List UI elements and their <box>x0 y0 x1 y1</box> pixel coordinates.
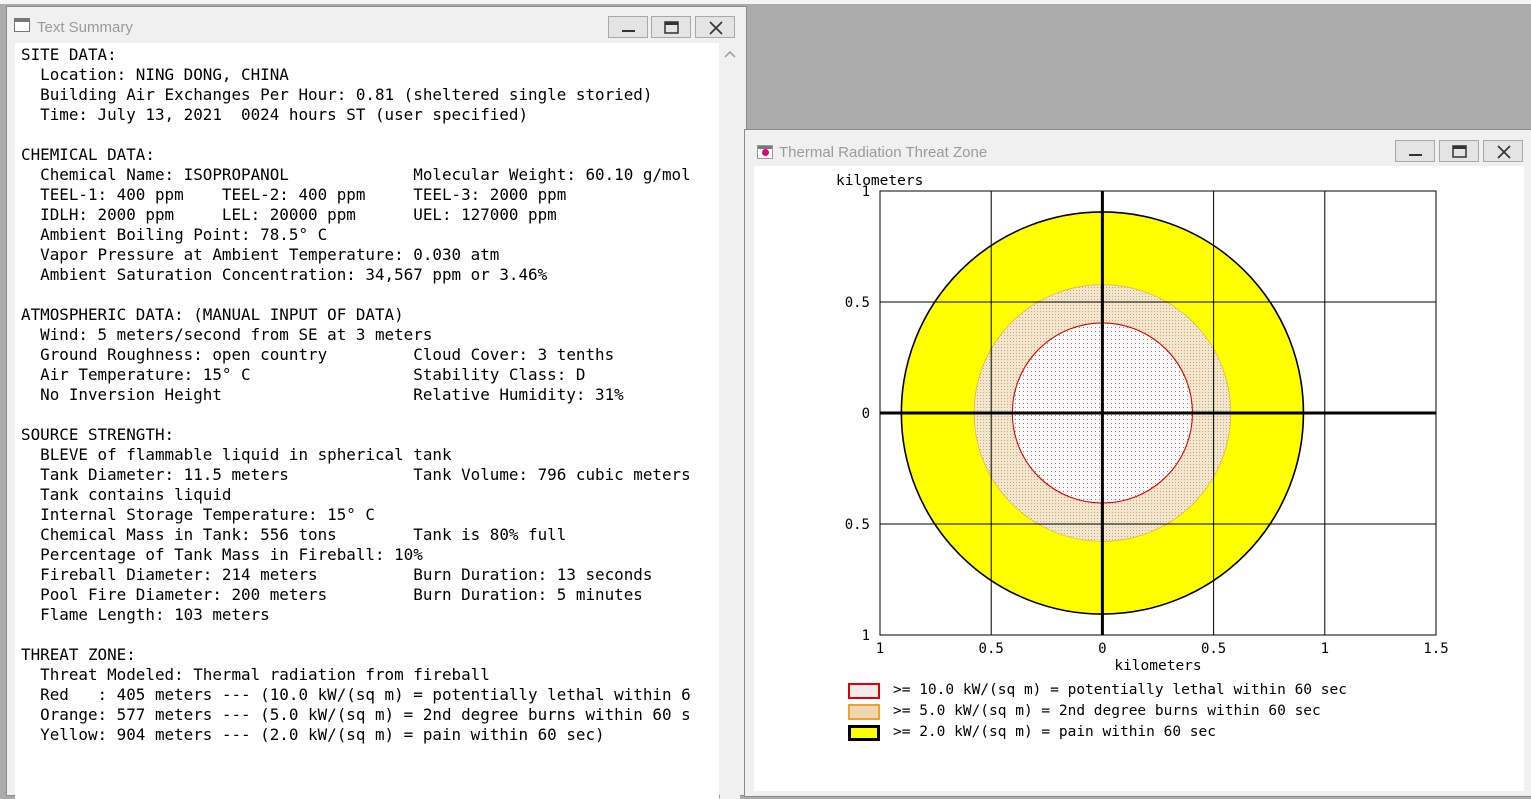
maximize-button[interactable] <box>1439 140 1479 162</box>
y-tick-label: 0.5 <box>845 295 870 311</box>
thermal-titlebar[interactable]: Thermal Radiation Threat Zone <box>745 130 1531 164</box>
minimize-button[interactable] <box>608 16 648 38</box>
threat-zone-plot-area: 1 0.5 0 0.5 1 1 0.5 0 0.5 1 1.5 kilometers kilometer… <box>754 166 1524 791</box>
x-tick-label: 1 <box>1321 641 1329 657</box>
close-button[interactable] <box>1483 140 1523 162</box>
x-axis-label: kilometers <box>1114 658 1201 674</box>
background-window-edge <box>0 0 1531 4</box>
scroll-up-arrow-icon[interactable] <box>724 49 736 59</box>
legend-item-red: >= 10.0 kW/(sq m) = potentially lethal w… <box>848 682 1448 702</box>
minimize-button[interactable] <box>1395 140 1435 162</box>
y-tick-label: 1 <box>862 628 870 644</box>
legend-swatch-yellow <box>848 725 880 741</box>
legend-item-orange: >= 5.0 kW/(sq m) = 2nd degree burns with… <box>848 703 1448 723</box>
minimize-icon <box>622 30 635 32</box>
y-axis-label: kilometers <box>836 173 923 189</box>
legend-item-yellow: >= 2.0 kW/(sq m) = pain within 60 sec <box>848 724 1448 744</box>
window-app-icon <box>757 145 773 159</box>
window-title: Text Summary <box>37 19 133 36</box>
y-tick-label: 1 <box>862 184 870 200</box>
maximize-icon <box>664 21 679 34</box>
text-summary-titlebar[interactable]: Text Summary <box>7 7 746 41</box>
maximize-icon <box>1452 145 1467 158</box>
legend-label-yellow: >= 2.0 kW/(sq m) = pain within 60 sec <box>893 724 1217 740</box>
minimize-icon <box>1409 154 1422 156</box>
summary-text: SITE DATA: Location: NING DONG, CHINA Bu… <box>21 45 691 744</box>
legend-swatch-orange <box>848 704 880 720</box>
x-tick-label: 1 <box>876 641 884 657</box>
y-tick-label: 0.5 <box>845 517 870 533</box>
window-app-icon <box>14 18 30 32</box>
legend-label-red: >= 10.0 kW/(sq m) = potentially lethal w… <box>893 682 1347 698</box>
thermal-radiation-window: Thermal Radiation Threat Zone 1 0.5 0 0.5 <box>744 129 1531 797</box>
legend-swatch-red <box>848 683 880 699</box>
threat-zone-chart: 10.500.511 0.5 0 0.5 1 1.5kilometerskilometer… <box>836 173 1449 674</box>
summary-text-area[interactable]: SITE DATA: Location: NING DONG, CHINA Bu… <box>15 43 719 799</box>
x-tick-label: 1.5 <box>1423 641 1448 657</box>
maximize-button[interactable] <box>651 16 691 38</box>
window-title: Thermal Radiation Threat Zone <box>779 144 988 161</box>
plot-frame <box>879 190 1437 636</box>
x-tick-label: 0.5 <box>1201 641 1226 657</box>
vertical-scrollbar[interactable] <box>720 43 740 799</box>
text-summary-window: Text Summary SITE DATA: Location: NING D… <box>6 6 747 799</box>
close-icon <box>709 21 723 35</box>
x-tick-label: 0 <box>1098 641 1106 657</box>
legend-label-orange: >= 5.0 kW/(sq m) = 2nd degree burns with… <box>893 703 1321 719</box>
close-button[interactable] <box>695 16 735 38</box>
x-tick-label: 0.5 <box>979 641 1004 657</box>
y-tick-label: 0 <box>862 406 870 422</box>
close-icon <box>1497 145 1511 159</box>
